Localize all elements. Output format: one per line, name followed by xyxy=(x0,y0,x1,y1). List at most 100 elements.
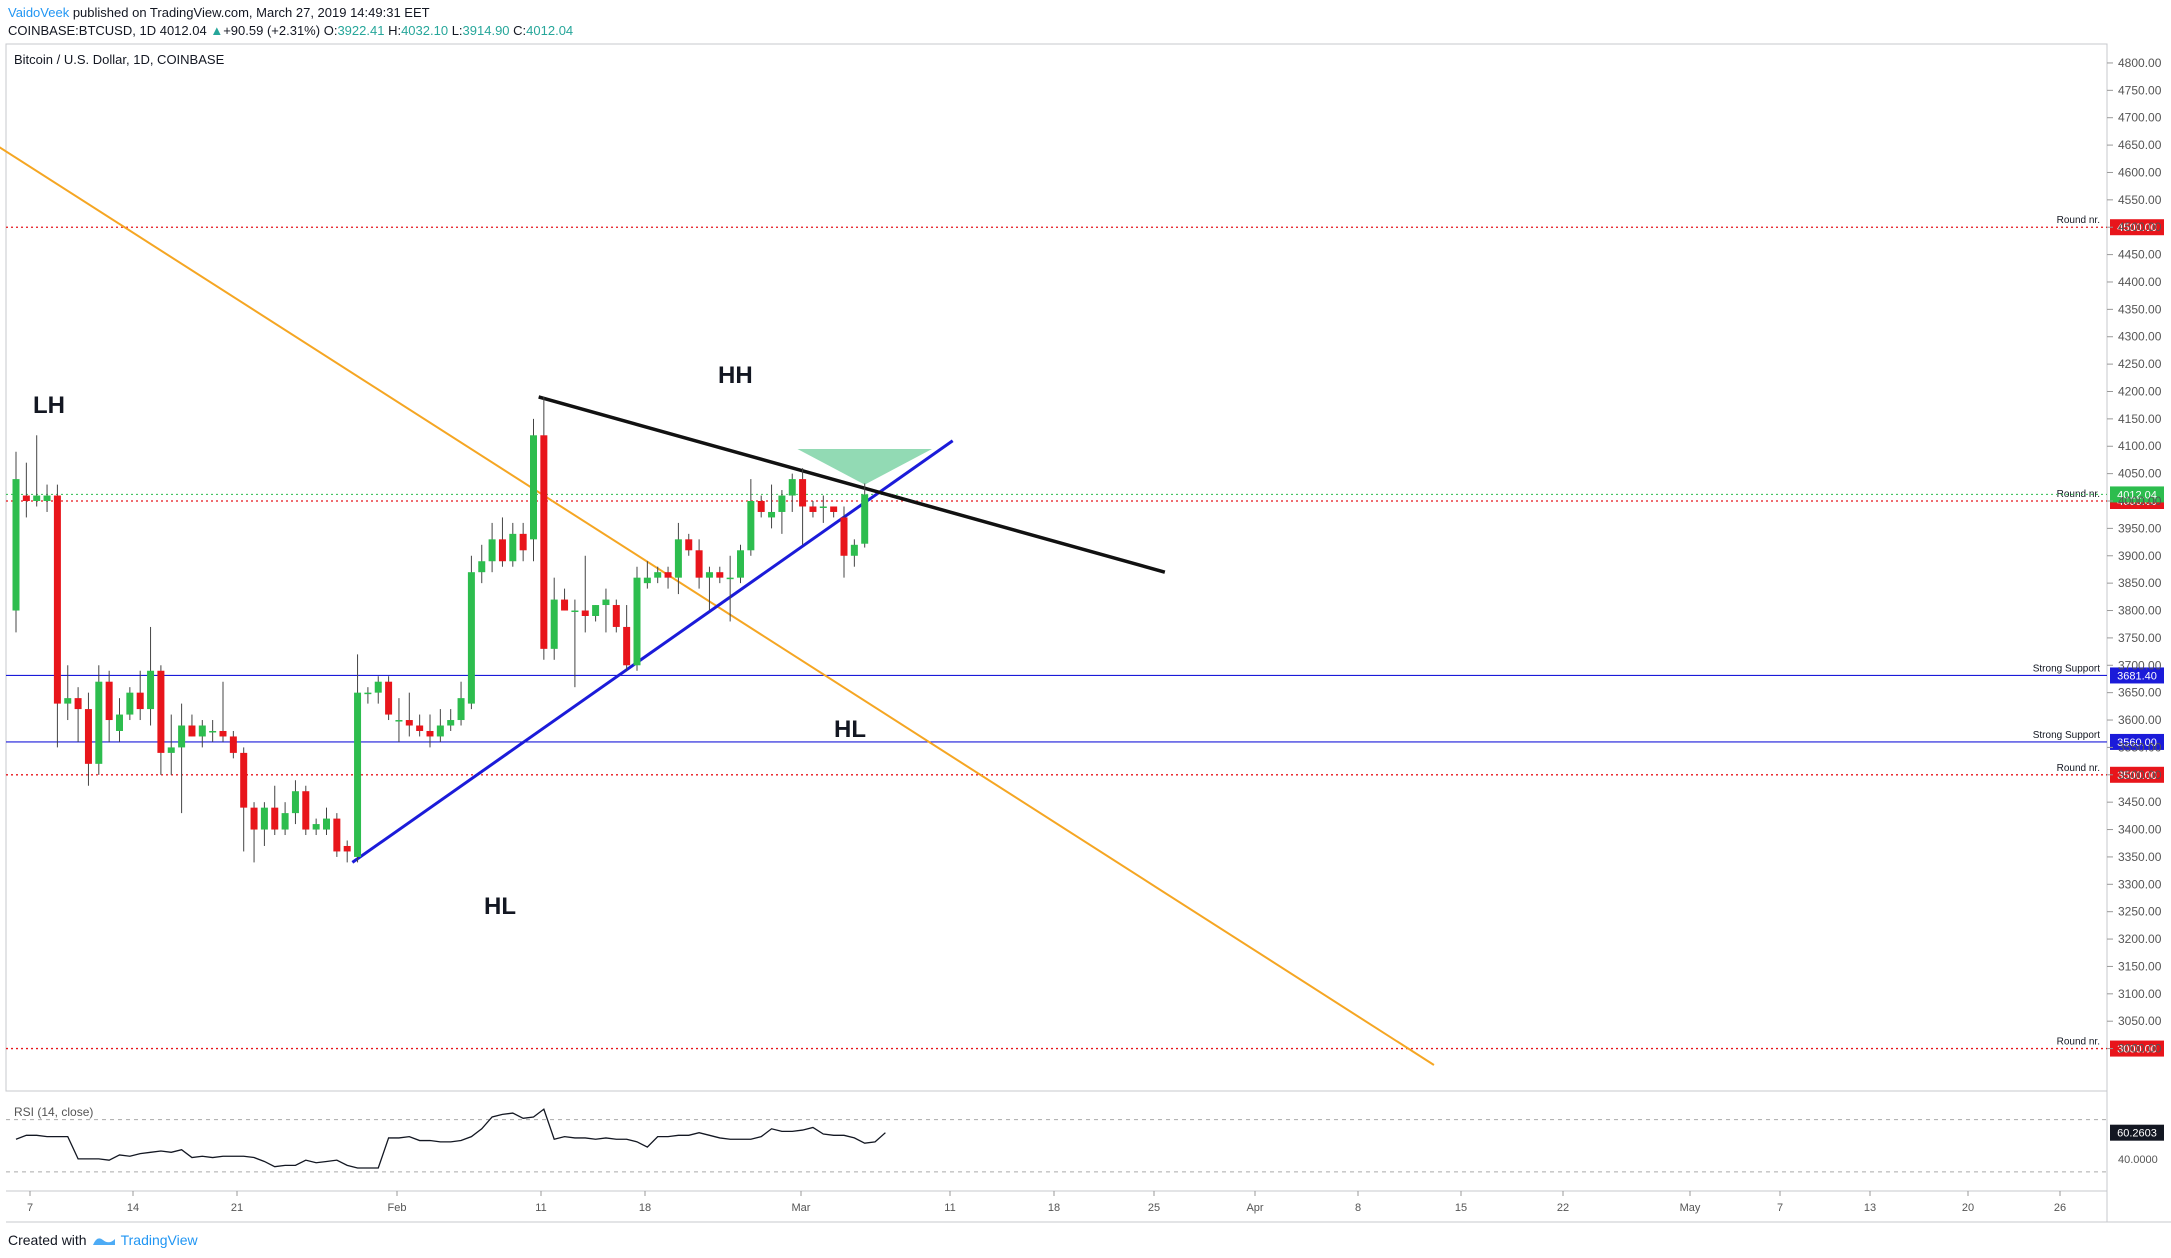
candle-body xyxy=(229,736,237,753)
candle-body xyxy=(498,539,506,562)
price-tick-label: 3500.00 xyxy=(2118,768,2162,782)
candle-body xyxy=(861,494,869,544)
created-with: Created with xyxy=(8,1232,87,1248)
candle-body xyxy=(436,725,444,737)
candle-body xyxy=(178,725,186,748)
level-value: 3000.00 xyxy=(2117,1044,2157,1056)
rsi-tick-label: 40.0000 xyxy=(2118,1154,2158,1166)
last-price: 4012.04 xyxy=(159,23,207,38)
price-tick-label: 4150.00 xyxy=(2118,412,2162,426)
price-tick-label: 4550.00 xyxy=(2118,193,2162,207)
candle-body xyxy=(240,752,248,808)
price-tick-label: 3150.00 xyxy=(2118,959,2162,973)
horizontal-levels: Round nr. 4500.00 Round nr. 4000.00 Strong S… xyxy=(6,215,2164,1057)
rsi-line xyxy=(15,1108,886,1169)
candle-body xyxy=(281,813,289,830)
price-tick-label: 4000.00 xyxy=(2118,494,2162,508)
price-tick-label: 4600.00 xyxy=(2118,165,2162,179)
candle-body xyxy=(354,692,362,857)
candle-body xyxy=(84,709,92,764)
time-tick-label: 22 xyxy=(1557,1202,1569,1214)
candle-body xyxy=(333,818,341,852)
price-tick-label: 3100.00 xyxy=(2118,987,2162,1001)
candle-body xyxy=(488,539,496,562)
candle-body xyxy=(768,511,776,518)
price-tick-label: 3550.00 xyxy=(2118,740,2162,754)
up-arrow-icon: ▲ xyxy=(210,23,224,38)
time-tick-label: 7 xyxy=(1777,1202,1783,1214)
level-value: 3681.40 xyxy=(2117,670,2157,682)
price-tick-label: 4300.00 xyxy=(2118,330,2162,344)
candle-body xyxy=(323,818,330,830)
level-label: Round nr. xyxy=(2057,763,2100,774)
candle-body xyxy=(809,506,817,512)
symbol-line: COINBASE:BTCUSD, 1D 4012.04 ▲+90.59 (+2.… xyxy=(8,22,573,40)
candle-body xyxy=(519,533,527,551)
level-label: Strong Support xyxy=(2033,730,2100,741)
candle-body xyxy=(126,692,134,715)
footer: Created with TradingView xyxy=(8,1232,198,1248)
low-label: L: xyxy=(451,23,463,38)
time-axis: 7 14 21 Feb 11 18 Mar 11 18 25 Apr 8 15 22 May 7 13 20 26 xyxy=(27,1191,2066,1214)
price-tick-label: 3300.00 xyxy=(2118,877,2162,891)
candle-body xyxy=(64,698,72,704)
price-tick-label: 4750.00 xyxy=(2118,83,2162,97)
candle-body xyxy=(53,495,61,704)
author-link[interactable]: VaidoVeek xyxy=(8,5,70,20)
price-tick-label: 3950.00 xyxy=(2118,521,2162,535)
low-value: 3914.90 xyxy=(462,23,510,38)
price-tick-label: 4800.00 xyxy=(2118,56,2162,70)
time-tick-label: 18 xyxy=(639,1202,651,1214)
candle-body xyxy=(612,605,620,627)
target-zone xyxy=(797,448,932,485)
rsi-label: RSI (14, close) xyxy=(14,1105,93,1119)
trendlines xyxy=(0,146,1435,1066)
price-tick-label: 4050.00 xyxy=(2118,467,2162,481)
price-tick-label: 3250.00 xyxy=(2118,905,2162,919)
price-tick-label: 4200.00 xyxy=(2118,384,2162,398)
tradingview-link[interactable]: TradingView xyxy=(120,1232,198,1248)
price-tick-label: 4700.00 xyxy=(2118,111,2162,125)
annotation-lh: LH xyxy=(33,392,65,419)
candle-body xyxy=(395,720,403,722)
price-tick-label: 3050.00 xyxy=(2118,1014,2162,1028)
candle-body xyxy=(674,539,682,578)
level-value-box xyxy=(2110,766,2164,783)
candle-body xyxy=(664,572,672,578)
level-value: 4500.00 xyxy=(2117,222,2157,234)
candle-body xyxy=(374,681,382,693)
blue-uptrend-line xyxy=(351,439,954,864)
price-tick-label: 3000.00 xyxy=(2118,1042,2162,1056)
price-tick-label: 3600.00 xyxy=(2118,713,2162,727)
candle-body xyxy=(695,550,703,578)
candle-body xyxy=(457,698,465,721)
main-pane-frame xyxy=(5,43,2108,1092)
candle-body xyxy=(260,807,268,830)
price-tick-label: 3200.00 xyxy=(2118,932,2162,946)
price-tick-label: 3900.00 xyxy=(2118,549,2162,563)
candle-body xyxy=(540,435,548,649)
time-tick-label: 21 xyxy=(231,1202,243,1214)
time-tick-label: 15 xyxy=(1455,1202,1467,1214)
last-price-box xyxy=(2110,486,2164,503)
price-tick-label: 4350.00 xyxy=(2118,302,2162,316)
candle-body xyxy=(405,720,413,726)
time-tick-label: 11 xyxy=(535,1202,546,1214)
level-value-box xyxy=(2110,219,2164,236)
time-tick-label: Feb xyxy=(388,1202,407,1214)
candle-body xyxy=(561,599,569,611)
annotation-hl-right: HL xyxy=(834,716,866,743)
time-tick-label: Apr xyxy=(1246,1202,1263,1214)
candle-body xyxy=(467,572,475,704)
high-label: H: xyxy=(388,23,402,38)
level-label: Round nr. xyxy=(2057,215,2100,226)
candle-body xyxy=(447,720,455,726)
candle-body xyxy=(198,725,206,737)
price-tick-label: 3800.00 xyxy=(2118,604,2162,618)
rsi-indicator: 60.2603 40.0000 xyxy=(6,1108,2164,1173)
candle-body xyxy=(840,517,848,556)
candle-body xyxy=(788,479,796,496)
candle-body xyxy=(136,692,144,710)
close-value: 4012.04 xyxy=(526,23,574,38)
